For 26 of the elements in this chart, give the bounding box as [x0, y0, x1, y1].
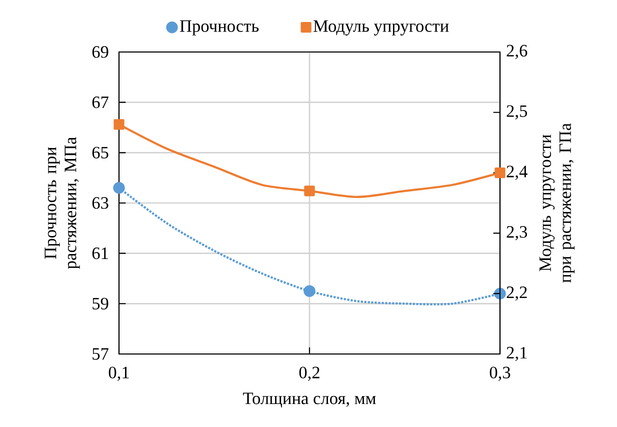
- y-tick-label: 57: [92, 348, 108, 360]
- x-tick-label: 0,2: [299, 366, 320, 381]
- legend-label: Прочность: [180, 20, 259, 36]
- point: [114, 119, 124, 130]
- x-axis-title: Толщина слоя, мм: [243, 392, 376, 408]
- legend-label: Модуль упругости: [314, 20, 449, 36]
- y-tick-label: 69: [92, 46, 108, 58]
- point: [113, 182, 125, 194]
- point: [304, 186, 315, 196]
- y-axis-title: Прочность при растяжении, МПа: [44, 137, 80, 269]
- point: [304, 285, 316, 297]
- point: [494, 167, 506, 178]
- y2-tick-label: 2,3: [506, 226, 528, 240]
- x-tick-label: 0,3: [490, 366, 510, 381]
- y-tick-label: 63: [92, 197, 108, 209]
- y-tick-label: 59: [92, 298, 108, 310]
- y2-tick-label: 2,5: [506, 105, 528, 120]
- y2-tick-label: 2,1: [506, 346, 527, 362]
- y-tick-label: 65: [92, 146, 108, 158]
- x-tick-label: 0,1: [108, 366, 129, 381]
- y2-tick-label: 2,2: [506, 286, 527, 301]
- y2-axis-title: Модуль упругости при растяжении, ГПа: [540, 123, 575, 283]
- y-tick-label: 67: [92, 96, 108, 108]
- y2-tick-label: 2,6: [506, 44, 528, 60]
- y-tick-label: 61: [92, 247, 108, 260]
- y2-tick-label: 2,4: [506, 166, 528, 180]
